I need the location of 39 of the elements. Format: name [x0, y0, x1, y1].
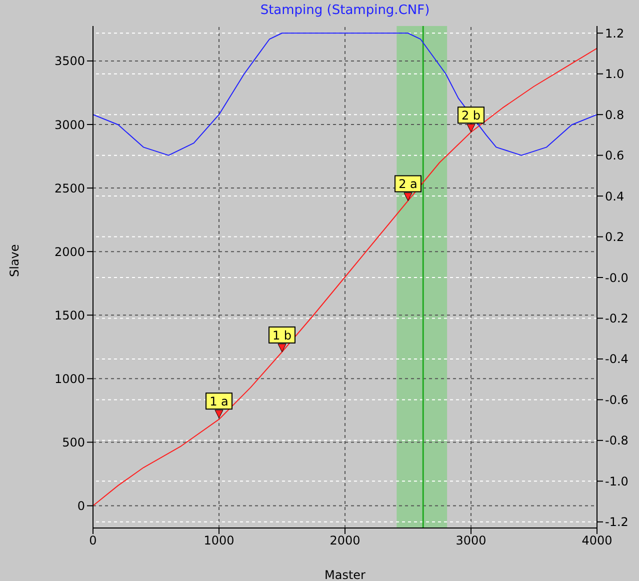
y2-tick-label: -0.8: [605, 434, 628, 448]
y2-tick-label: -0.4: [605, 352, 628, 366]
callout-label: 2 b: [458, 106, 484, 132]
callout-label: 1 b: [268, 326, 296, 352]
callout-label: 1 a: [206, 392, 232, 418]
y2-tick-label: 0.8: [605, 108, 624, 122]
x-axis-title: Master: [324, 568, 366, 581]
y2-tick-label: 1.0: [605, 67, 624, 82]
y2-tick-label: -0.2: [605, 312, 628, 326]
x-tick-label: 2000: [330, 534, 360, 548]
y2-tick-label: -1.0: [605, 474, 628, 488]
x-tick-label: 1000: [204, 534, 234, 548]
annotation: 1 a: [210, 394, 228, 409]
y-tick-label: 2000: [54, 244, 85, 259]
callout-label: 2 a: [394, 175, 422, 201]
y-tick-label: 3500: [54, 54, 85, 68]
y-tick-label: 1000: [54, 372, 85, 386]
y-axis-title: Slave: [7, 244, 22, 277]
y2-tick-label: 1.2: [605, 26, 624, 40]
y2-tick-label: -1.2: [605, 515, 628, 530]
y-tick-label: 2500: [54, 181, 85, 196]
x-tick-label: 3000: [456, 534, 486, 548]
y-tick-label: 1500: [54, 308, 85, 322]
annotation: 2 a: [398, 177, 418, 192]
x-tick-label: 0: [89, 534, 97, 548]
chart-title: Stamping (Stamping.CNF): [259, 3, 431, 18]
annotation: 1 b: [272, 328, 292, 342]
y2-tick-label: -0.6: [605, 392, 628, 407]
y2-tick-label: 0.4: [605, 189, 624, 204]
y2-tick-label: 0.6: [605, 148, 624, 163]
line-series: [93, 32, 597, 156]
y2-tick-label: 0.2: [605, 230, 624, 244]
y-tick-label: 500: [62, 435, 85, 450]
annotation: 2 b: [461, 108, 481, 123]
y-tick-label: 0: [77, 499, 85, 514]
x-tick-label: 4000: [582, 534, 612, 548]
line-series: [93, 48, 597, 506]
y2-tick-label: -0.0: [605, 270, 628, 285]
y-tick-label: 3000: [54, 118, 85, 132]
